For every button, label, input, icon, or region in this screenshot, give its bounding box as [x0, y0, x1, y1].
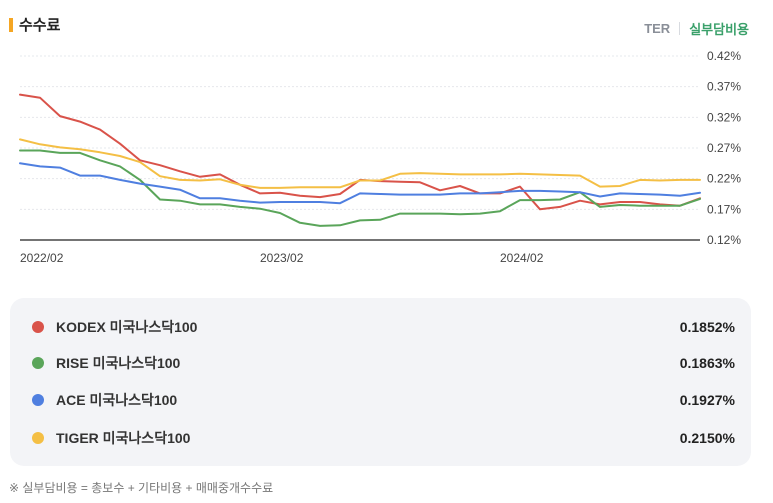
fee-line-chart: 0.42% 0.37% 0.32% 0.27% 0.22% 0.17% 0.12% 2022/…	[19, 49, 741, 265]
toggle-real-cost[interactable]: 실부담비용	[689, 22, 749, 37]
legend-dot-icon	[32, 357, 44, 369]
legend-fund-value: 0.1863%	[679, 355, 735, 371]
section-title: 수수료	[19, 17, 61, 34]
legend-fund-value: 0.1852%	[679, 319, 735, 335]
legend-fund-name: ACE 미국나스닥100	[56, 392, 178, 408]
legend-row-ace: ACE 미국나스닥100 0.1927%	[10, 382, 751, 418]
legend-row-kodex: KODEX 미국나스닥100 0.1852%	[10, 309, 751, 345]
cost-type-toggle: TER 실부담비용	[644, 19, 749, 38]
legend-row-tiger: TIGER 미국나스닥100 0.2150%	[10, 420, 751, 456]
legend-fund-name: TIGER 미국나스닥100	[56, 430, 191, 446]
legend-dot-icon	[32, 321, 44, 333]
x-tick-label: 2022/02	[20, 251, 64, 265]
y-tick-label: 0.32%	[707, 110, 741, 124]
x-tick-label: 2024/02	[500, 251, 544, 265]
series-line-2	[19, 162, 701, 205]
title-group: 수수료	[9, 14, 60, 35]
series-line-1	[19, 149, 701, 227]
y-tick-label: 0.37%	[707, 80, 741, 94]
x-tick-label: 2023/02	[260, 251, 304, 265]
legend-dot-icon	[32, 432, 44, 444]
legend-fund-value: 0.2150%	[679, 430, 735, 446]
y-tick-label: 0.22%	[707, 172, 741, 186]
series-line-3	[19, 138, 701, 189]
footnote: ※ 실부담비용 = 총보수 + 기타비용 + 매매중개수수료	[9, 481, 274, 495]
title-accent-bar	[9, 17, 13, 32]
y-tick-label: 0.17%	[707, 202, 741, 216]
y-tick-label: 0.42%	[707, 49, 741, 63]
toggle-divider	[679, 22, 681, 35]
legend-row-rise: RISE 미국나스닥100 0.1863%	[10, 345, 751, 381]
y-tick-label: 0.12%	[707, 233, 741, 247]
legend-fund-name: RISE 미국나스닥100	[56, 355, 181, 371]
legend-dot-icon	[32, 394, 44, 406]
toggle-ter[interactable]: TER	[644, 21, 671, 36]
y-tick-label: 0.27%	[707, 141, 741, 155]
legend-fund-name: KODEX 미국나스닥100	[56, 319, 198, 335]
legend-fund-value: 0.1927%	[679, 392, 735, 408]
legend-panel: KODEX 미국나스닥100 0.1852% RISE 미국나스닥100 0.1…	[10, 298, 751, 466]
series-line-0	[19, 93, 701, 211]
